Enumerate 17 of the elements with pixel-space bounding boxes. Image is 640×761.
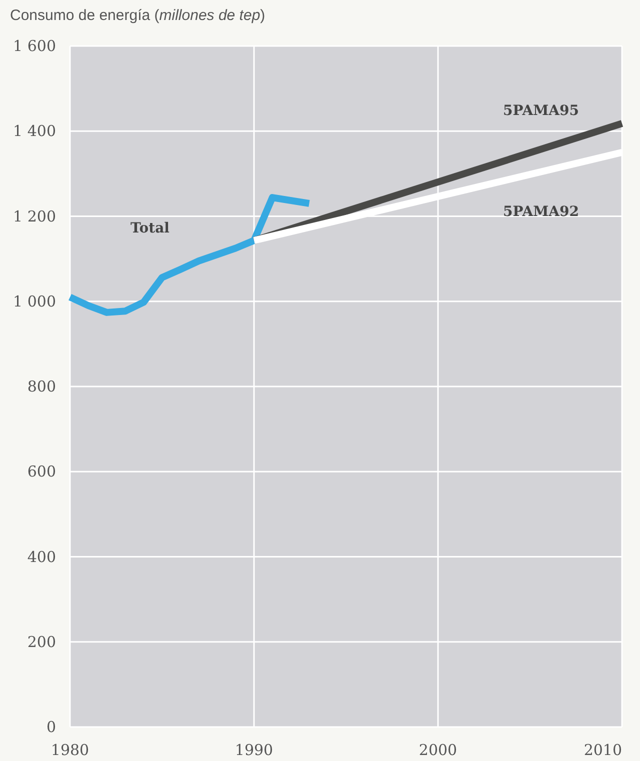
text: Total xyxy=(130,220,170,237)
x-tick-label: 2010 xyxy=(584,741,622,759)
y-tick-label: 800 xyxy=(27,378,56,396)
series-label: 5PAMA95 xyxy=(503,103,580,120)
y-tick-label: 1 000 xyxy=(13,292,56,310)
y-tick-label: 200 xyxy=(27,632,56,651)
y-tick-label: 400 xyxy=(27,548,56,566)
y-tick-label: 0 xyxy=(46,718,56,736)
series-label: 5PAMA92 xyxy=(503,204,580,220)
x-tick-label: 1990 xyxy=(234,741,274,759)
y-axis-title: Consumo de energía (millones de tep) xyxy=(10,7,266,24)
y-tick-label: 1 200 xyxy=(13,207,56,226)
y-tick-label: 1 600 xyxy=(13,37,56,55)
y-tick-label: 1 400 xyxy=(13,122,56,140)
x-tick-label: 2000 xyxy=(418,741,458,759)
y-tick-label: 600 xyxy=(27,462,56,481)
x-tick-label: 1980 xyxy=(50,741,90,759)
